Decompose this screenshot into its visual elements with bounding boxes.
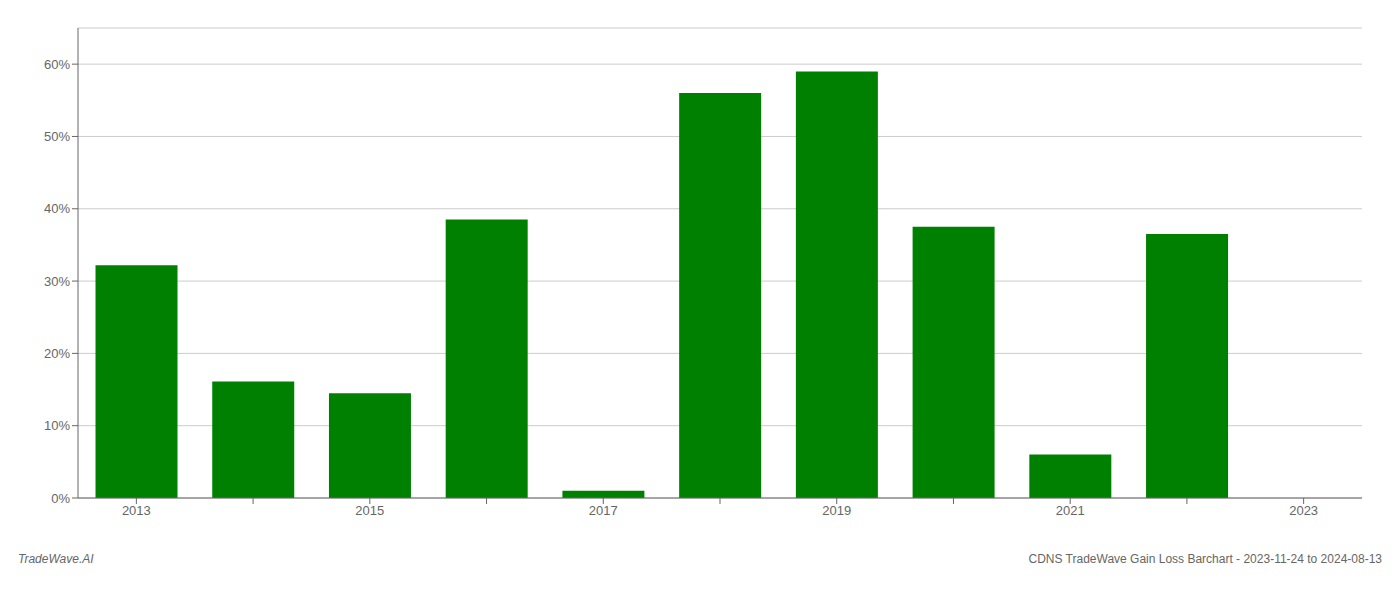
svg-text:2023: 2023 (1289, 503, 1318, 518)
svg-text:50%: 50% (44, 129, 70, 144)
svg-text:10%: 10% (44, 418, 70, 433)
svg-text:60%: 60% (44, 57, 70, 72)
svg-text:2021: 2021 (1056, 503, 1085, 518)
html-text:TradeWave.AI: TradeWave.AI (18, 552, 94, 566)
html-text:CDNS TradeWave Gain Loss Barch: CDNS TradeWave Gain Loss Barchart - 2023… (1028, 552, 1382, 566)
svg-text:2019: 2019 (822, 503, 851, 518)
svg-text:30%: 30% (44, 274, 70, 289)
svg-text:2015: 2015 (355, 503, 384, 518)
svg-text:2013: 2013 (122, 503, 151, 518)
svg-text:20%: 20% (44, 346, 70, 361)
svg-text:2017: 2017 (589, 503, 618, 518)
svg-text:40%: 40% (44, 201, 70, 216)
svg-text:0%: 0% (51, 491, 70, 506)
